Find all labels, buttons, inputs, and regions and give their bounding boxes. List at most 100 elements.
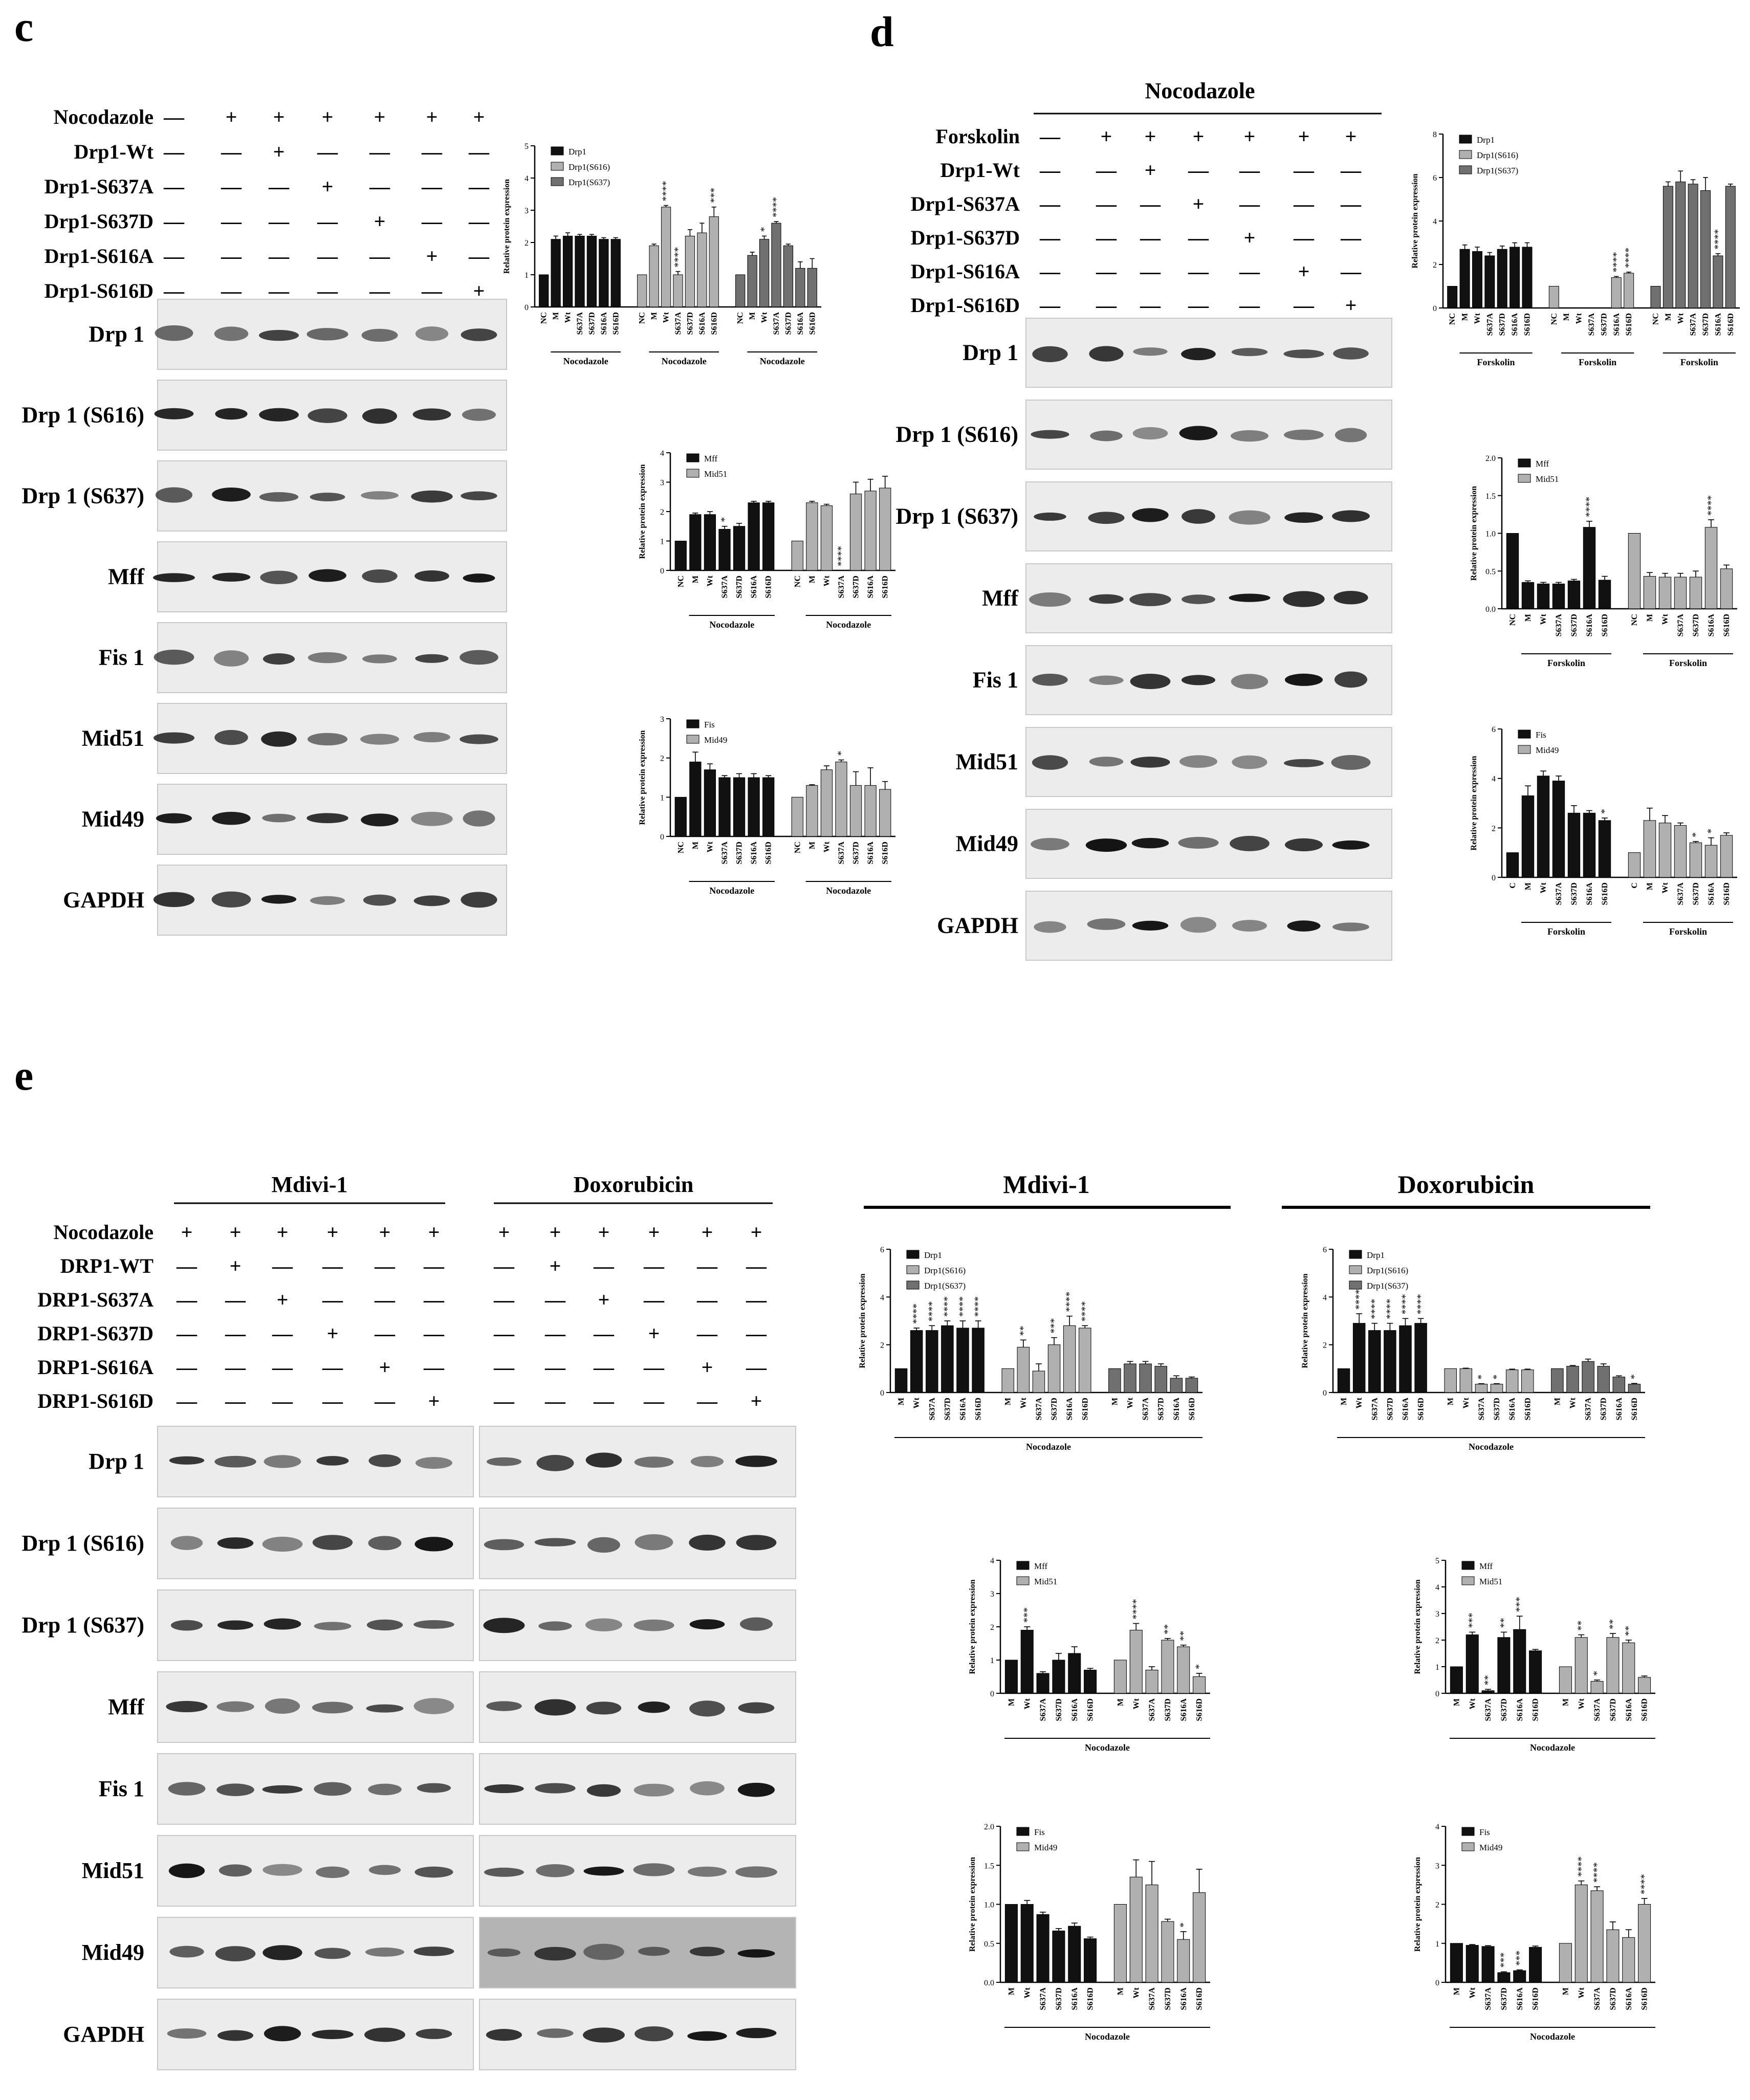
blot-band	[218, 1864, 252, 1877]
condition-sign: —	[225, 1288, 246, 1311]
bar	[1047, 1344, 1061, 1393]
condition-sign: —	[322, 1254, 343, 1277]
bar	[1552, 781, 1565, 878]
bar	[661, 207, 671, 307]
blot-band	[586, 1701, 622, 1715]
bar	[1450, 1943, 1463, 1983]
significance-label: ****	[1584, 497, 1595, 517]
bar	[1559, 1666, 1572, 1694]
condition-sign: —	[221, 279, 242, 302]
condition-sign: —	[369, 175, 390, 198]
significance-label: **	[1018, 1325, 1029, 1336]
blot-band	[314, 1948, 351, 1959]
category-label: S616D	[1722, 614, 1731, 636]
bar	[575, 235, 585, 307]
condition-sign: —	[369, 245, 390, 268]
y-tick-label: 0.5	[984, 1940, 994, 1949]
category-label: M	[1452, 1987, 1461, 1995]
bar	[806, 502, 818, 571]
condition-sign: +	[648, 1322, 660, 1345]
bar	[747, 255, 757, 307]
blot-band	[1032, 755, 1068, 770]
significance-label: ****	[1369, 1299, 1380, 1319]
category-label: S637A	[1484, 1987, 1493, 2010]
category-label: Wt	[1661, 882, 1670, 893]
blot-band	[308, 408, 347, 423]
condition-sign: +	[473, 279, 485, 302]
category-label: S637A	[928, 1398, 936, 1421]
blot-band	[690, 1781, 725, 1796]
category-label: M	[1524, 882, 1533, 890]
legend-swatch	[551, 177, 564, 186]
condition-label: Nocodazole	[53, 105, 154, 128]
blot-band	[1031, 837, 1069, 851]
blot-band	[1089, 757, 1124, 767]
bar	[1154, 1366, 1167, 1393]
y-axis-label: Relative protein expression	[1301, 1273, 1309, 1368]
bar	[1177, 1646, 1190, 1694]
blot-band	[415, 654, 449, 663]
category-label: S637A	[1142, 1398, 1150, 1421]
legend-swatch	[686, 735, 699, 744]
bar	[1513, 1629, 1526, 1694]
blot-label: Drp 1 (S616)	[21, 1531, 144, 1556]
condition-label: Drp1-S637D	[911, 226, 1020, 249]
blot-band	[214, 326, 249, 341]
panel-label-c: c	[14, 3, 33, 51]
significance-label: ****	[957, 1296, 969, 1317]
y-tick-label: 1	[660, 793, 664, 802]
category-label: S637A	[720, 842, 729, 865]
bar-chart-c3: 0 1 2 3 Relative protein expression NC M Wt S637…	[638, 715, 895, 896]
category-label: S637D	[1493, 1398, 1501, 1420]
blot-band	[314, 1622, 352, 1631]
condition-sign: —	[696, 1389, 718, 1412]
blot-label: Mff	[982, 586, 1019, 611]
category-label: NC	[1630, 614, 1639, 626]
condition-label: Drp1-S616A	[45, 245, 154, 268]
bar-chart-e3: 0.0 0.5 1.0 1.5 2.0 Relative protein expressi…	[968, 1823, 1210, 2042]
bar	[697, 232, 707, 307]
category-label: M	[897, 1398, 906, 1405]
blot-band	[312, 1535, 353, 1550]
condition-sign: —	[544, 1356, 566, 1379]
condition-sign: —	[493, 1356, 515, 1379]
significance-label: **	[1162, 1624, 1173, 1634]
blot-band	[1179, 755, 1217, 768]
bar	[1704, 845, 1718, 878]
y-tick-label: 4	[990, 1557, 994, 1565]
condition-sign: +	[550, 1221, 561, 1244]
y-tick-label: 4	[880, 1293, 884, 1302]
condition-sign: —	[225, 1389, 246, 1412]
blot-band	[736, 1535, 777, 1551]
legend-swatch	[1349, 1265, 1362, 1274]
category-label: NC	[638, 312, 647, 324]
bar	[1352, 1323, 1366, 1393]
blot-label: Drp 1 (S637)	[21, 1612, 144, 1638]
bar	[1052, 1930, 1065, 1983]
blot-band	[1283, 591, 1325, 607]
blot-band	[155, 487, 193, 503]
bar	[1497, 249, 1507, 308]
y-tick-label: 4	[1433, 217, 1437, 226]
category-label: M	[1646, 882, 1654, 890]
y-tick-label: 2	[1323, 1341, 1327, 1350]
legend-swatch	[1461, 1561, 1475, 1570]
condition-sign: +	[702, 1356, 713, 1379]
bar	[1481, 1690, 1495, 1694]
blot-band	[1031, 430, 1069, 439]
bar	[1583, 812, 1596, 878]
condition-sign: —	[272, 1322, 293, 1345]
bar	[1704, 527, 1718, 609]
category-label: M	[1447, 1398, 1455, 1405]
condition-sign: —	[421, 279, 443, 302]
blot-band	[413, 895, 450, 907]
bar	[1185, 1378, 1198, 1393]
bar	[1481, 1946, 1495, 1983]
blot-band	[634, 1456, 674, 1468]
category-label: S616A	[1511, 313, 1519, 336]
blot-label: Drp 1 (S637)	[895, 504, 1018, 529]
category-label: M	[1553, 1398, 1562, 1405]
bar	[1459, 1368, 1473, 1393]
category-label: S637D	[852, 576, 861, 598]
category-label: M	[1664, 313, 1673, 321]
